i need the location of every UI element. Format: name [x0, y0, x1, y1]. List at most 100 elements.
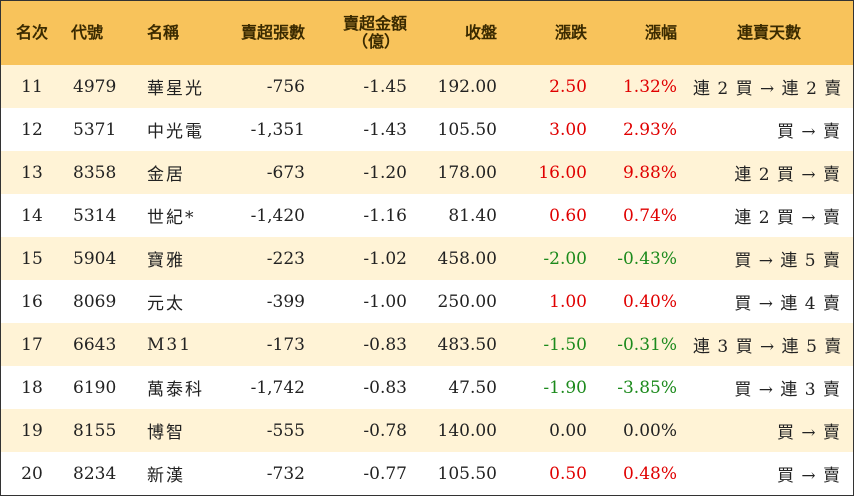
cell-change: 0.50 — [549, 463, 587, 484]
table-row: 19 8155 博智 -555 -0.78 140.00 0.00 0.00% 買 → 賣 — [1, 409, 853, 452]
cell-rank: 19 — [21, 420, 43, 441]
cell-net-amount: -0.83 — [363, 334, 407, 355]
cell-rank: 18 — [21, 377, 43, 398]
cell-days: 連 3 買 → 連 5 賣 — [693, 337, 843, 357]
cell-days: 買 → 連 5 賣 — [734, 251, 841, 271]
header-change-pct: 漲幅 — [644, 23, 677, 42]
table-row: 18 6190 萬泰科 -1,742 -0.83 47.50 -1.90 -3.85% 買 → … — [1, 366, 853, 409]
cell-days: 連 2 買 → 賣 — [734, 208, 841, 228]
header-name: 名稱 — [147, 23, 180, 42]
cell-name: 金居 — [147, 165, 185, 185]
cell-name: 寶雅 — [147, 251, 185, 271]
cell-code: 5904 — [73, 248, 117, 269]
cell-close: 81.40 — [448, 205, 497, 226]
cell-name: 華星光 — [147, 79, 204, 99]
cell-change: 0.00 — [549, 420, 587, 441]
cell-change-pct: 2.93% — [622, 119, 677, 140]
cell-change: 2.50 — [549, 76, 587, 97]
cell-rank: 13 — [21, 162, 43, 183]
cell-rank: 12 — [21, 119, 43, 140]
cell-net-lots: -223 — [266, 248, 305, 269]
cell-change: -1.50 — [543, 334, 587, 355]
cell-close: 105.50 — [437, 119, 497, 140]
cell-net-lots: -173 — [266, 334, 305, 355]
cell-name: 博智 — [147, 423, 185, 443]
cell-code: 5314 — [73, 205, 117, 226]
header-days: 連賣天數 — [736, 23, 801, 42]
cell-change-pct: -3.85% — [617, 377, 677, 398]
cell-code: 8358 — [73, 162, 117, 183]
cell-code: 6643 — [73, 334, 117, 355]
cell-days: 買 → 賣 — [776, 122, 841, 142]
cell-change-pct: 0.48% — [622, 463, 677, 484]
cell-net-lots: -1,420 — [250, 205, 305, 226]
cell-days: 連 2 買 → 賣 — [734, 165, 841, 185]
cell-code: 8234 — [73, 463, 117, 484]
cell-close: 105.50 — [437, 463, 497, 484]
cell-change: 16.00 — [538, 162, 587, 183]
header-net-amount-line1: 賣超金額 — [342, 14, 407, 33]
cell-change: 0.60 — [549, 205, 587, 226]
header-net-amount: 賣超金額 （億） — [313, 1, 415, 65]
header-row: 名次 代號 名稱 賣超張數 賣超金額 （億） 收盤 漲跌 漲幅 連賣天數 — [1, 1, 853, 65]
header-rank: 名次 — [15, 23, 48, 42]
cell-net-amount: -1.02 — [363, 248, 407, 269]
cell-close: 140.00 — [437, 420, 497, 441]
cell-change: -1.90 — [543, 377, 587, 398]
cell-rank: 16 — [21, 291, 43, 312]
cell-code: 8069 — [73, 291, 117, 312]
cell-net-amount: -1.45 — [363, 76, 407, 97]
cell-change-pct: 0.00% — [622, 420, 677, 441]
header-net-amount-line2: （億） — [351, 32, 400, 51]
cell-change: 3.00 — [549, 119, 587, 140]
cell-net-lots: -555 — [266, 420, 305, 441]
cell-code: 4979 — [73, 76, 117, 97]
header-close: 收盤 — [464, 23, 497, 42]
cell-change-pct: 1.32% — [622, 76, 677, 97]
cell-net-amount: -1.00 — [363, 291, 407, 312]
table-row: 12 5371 中光電 -1,351 -1.43 105.50 3.00 2.93% 買 → 賣 — [1, 108, 853, 151]
cell-days: 買 → 連 3 賣 — [734, 380, 841, 400]
cell-name: 元太 — [147, 294, 185, 314]
cell-change-pct: -0.31% — [617, 334, 677, 355]
cell-change-pct: -0.43% — [617, 248, 677, 269]
table-body: 11 4979 華星光 -756 -1.45 192.00 2.50 1.32% 連 2 買 →… — [1, 65, 853, 495]
cell-close: 458.00 — [437, 248, 497, 269]
cell-net-amount: -1.16 — [363, 205, 407, 226]
header-change: 漲跌 — [554, 23, 587, 42]
cell-net-amount: -1.20 — [363, 162, 407, 183]
cell-code: 8155 — [73, 420, 117, 441]
cell-name: 中光電 — [147, 122, 204, 142]
cell-days: 買 → 賣 — [776, 423, 841, 443]
cell-close: 250.00 — [437, 291, 497, 312]
cell-days: 買 → 賣 — [776, 466, 841, 486]
cell-rank: 20 — [21, 463, 43, 484]
cell-change-pct: 0.74% — [622, 205, 677, 226]
cell-net-lots: -732 — [266, 463, 305, 484]
cell-close: 47.50 — [448, 377, 497, 398]
cell-net-lots: -673 — [266, 162, 305, 183]
cell-net-lots: -1,351 — [250, 119, 305, 140]
cell-net-amount: -0.77 — [363, 463, 407, 484]
cell-net-amount: -0.78 — [363, 420, 407, 441]
table-row: 15 5904 寶雅 -223 -1.02 458.00 -2.00 -0.43% 買 → 連 … — [1, 237, 853, 280]
cell-rank: 15 — [21, 248, 43, 269]
table-header: 名次 代號 名稱 賣超張數 賣超金額 （億） 收盤 漲跌 漲幅 連賣天數 — [1, 1, 853, 65]
cell-rank: 14 — [21, 205, 43, 226]
cell-days: 買 → 連 4 賣 — [734, 294, 841, 314]
cell-name: M31 — [147, 334, 193, 355]
cell-net-amount: -0.83 — [363, 377, 407, 398]
cell-change: -2.00 — [543, 248, 587, 269]
cell-rank: 17 — [21, 334, 43, 355]
cell-code: 5371 — [73, 119, 117, 140]
cell-name: 世紀* — [147, 208, 196, 228]
header-net-lots: 賣超張數 — [240, 23, 305, 42]
cell-days: 連 2 買 → 連 2 賣 — [693, 79, 843, 99]
table-row: 14 5314 世紀* -1,420 -1.16 81.40 0.60 0.74% 連 2 買 … — [1, 194, 853, 237]
cell-change-pct: 0.40% — [622, 291, 677, 312]
cell-net-lots: -1,742 — [250, 377, 305, 398]
cell-close: 178.00 — [437, 162, 497, 183]
table-row: 11 4979 華星光 -756 -1.45 192.00 2.50 1.32% 連 2 買 →… — [1, 65, 853, 108]
